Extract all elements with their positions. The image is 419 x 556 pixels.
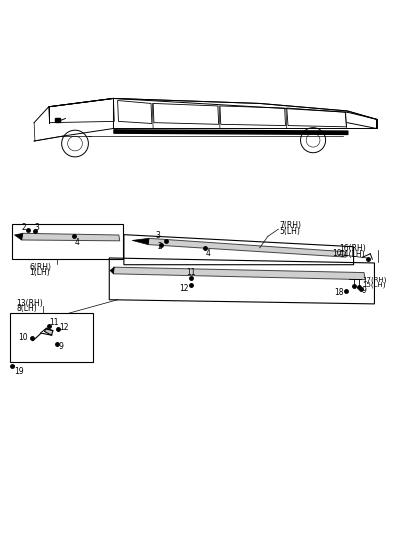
Text: 3: 3 xyxy=(155,231,160,240)
Text: 18: 18 xyxy=(334,288,344,297)
Text: 3: 3 xyxy=(34,224,39,232)
Bar xyxy=(13,224,123,259)
Text: 6(RH): 6(RH) xyxy=(29,263,51,272)
Text: 2: 2 xyxy=(157,242,162,251)
Text: 12: 12 xyxy=(59,323,68,332)
Text: 7(RH): 7(RH) xyxy=(279,221,302,230)
Text: 16(RH): 16(RH) xyxy=(339,244,366,254)
Text: 10: 10 xyxy=(333,249,342,259)
Text: 15(LH): 15(LH) xyxy=(362,282,385,289)
Text: 5(LH): 5(LH) xyxy=(279,227,300,236)
Text: 9: 9 xyxy=(362,286,367,295)
Text: 4: 4 xyxy=(74,238,79,247)
Text: 1(LH): 1(LH) xyxy=(29,269,50,277)
Polygon shape xyxy=(110,267,114,274)
Text: 2: 2 xyxy=(21,224,26,232)
Polygon shape xyxy=(55,118,60,122)
Text: 12: 12 xyxy=(179,284,189,294)
Polygon shape xyxy=(15,234,23,240)
Text: 13(RH): 13(RH) xyxy=(16,299,43,308)
Text: 4: 4 xyxy=(205,249,210,258)
Polygon shape xyxy=(132,239,149,245)
Polygon shape xyxy=(44,328,53,335)
Text: 14(LH): 14(LH) xyxy=(339,250,365,259)
Text: 17(RH): 17(RH) xyxy=(362,277,386,284)
Polygon shape xyxy=(114,267,365,280)
Text: 11: 11 xyxy=(49,318,58,327)
Bar xyxy=(10,314,93,361)
Polygon shape xyxy=(148,239,346,257)
Text: 19: 19 xyxy=(15,367,24,376)
Text: 8(LH): 8(LH) xyxy=(16,304,37,314)
Text: 9: 9 xyxy=(59,342,64,351)
Text: 10: 10 xyxy=(18,333,28,342)
Polygon shape xyxy=(21,234,120,241)
Text: 11: 11 xyxy=(186,269,196,277)
